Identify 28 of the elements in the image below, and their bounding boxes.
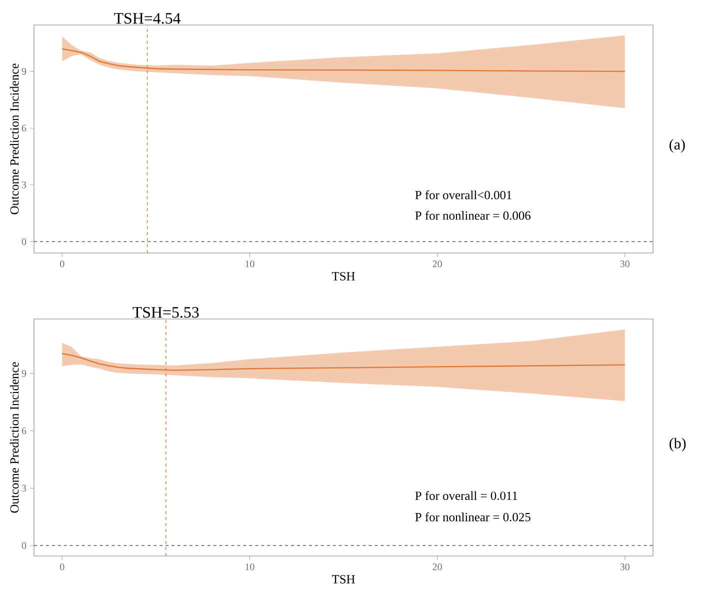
y-tick-label: 6: [22, 124, 26, 132]
x-tick-label: 10: [246, 564, 254, 570]
y-tick-label: 3: [22, 484, 26, 492]
x-tick-label: 30: [620, 564, 630, 570]
y-tick-label: 6: [22, 427, 26, 434]
y-tick-label: 9: [22, 370, 26, 377]
annotation: P for nonlinear = 0.025: [415, 512, 530, 522]
y-axis-title: Outcome Prediction Incidence: [10, 362, 19, 513]
x-tick-label: 10: [246, 260, 254, 268]
ref-line-label: TSH=4.54: [114, 13, 181, 24]
y-tick-label: 0: [22, 542, 26, 549]
y-tick-label: 0: [22, 238, 26, 245]
x-tick-label: 0: [60, 260, 64, 268]
x-axis-title: TSH: [332, 575, 355, 584]
y-tick-label: 3: [22, 182, 26, 188]
x-tick-label: 20: [432, 564, 442, 570]
text: (a): [670, 139, 685, 153]
annotation: P for overall<0.001: [415, 190, 512, 200]
ref-line-label: TSH=5.53: [132, 307, 199, 318]
x-tick-label: 20: [432, 260, 442, 268]
y-axis-title: Outcome Prediction Incidence: [10, 64, 19, 214]
annotation: P for overall = 0.011: [415, 491, 518, 500]
y-tick-label: 9: [22, 68, 26, 75]
annotation: P for nonlinear = 0.006: [415, 210, 530, 220]
text: (b): [670, 438, 686, 452]
x-axis-title: TSH: [332, 272, 355, 280]
x-tick-label: 30: [620, 260, 630, 268]
x-tick-label: 0: [60, 564, 64, 570]
